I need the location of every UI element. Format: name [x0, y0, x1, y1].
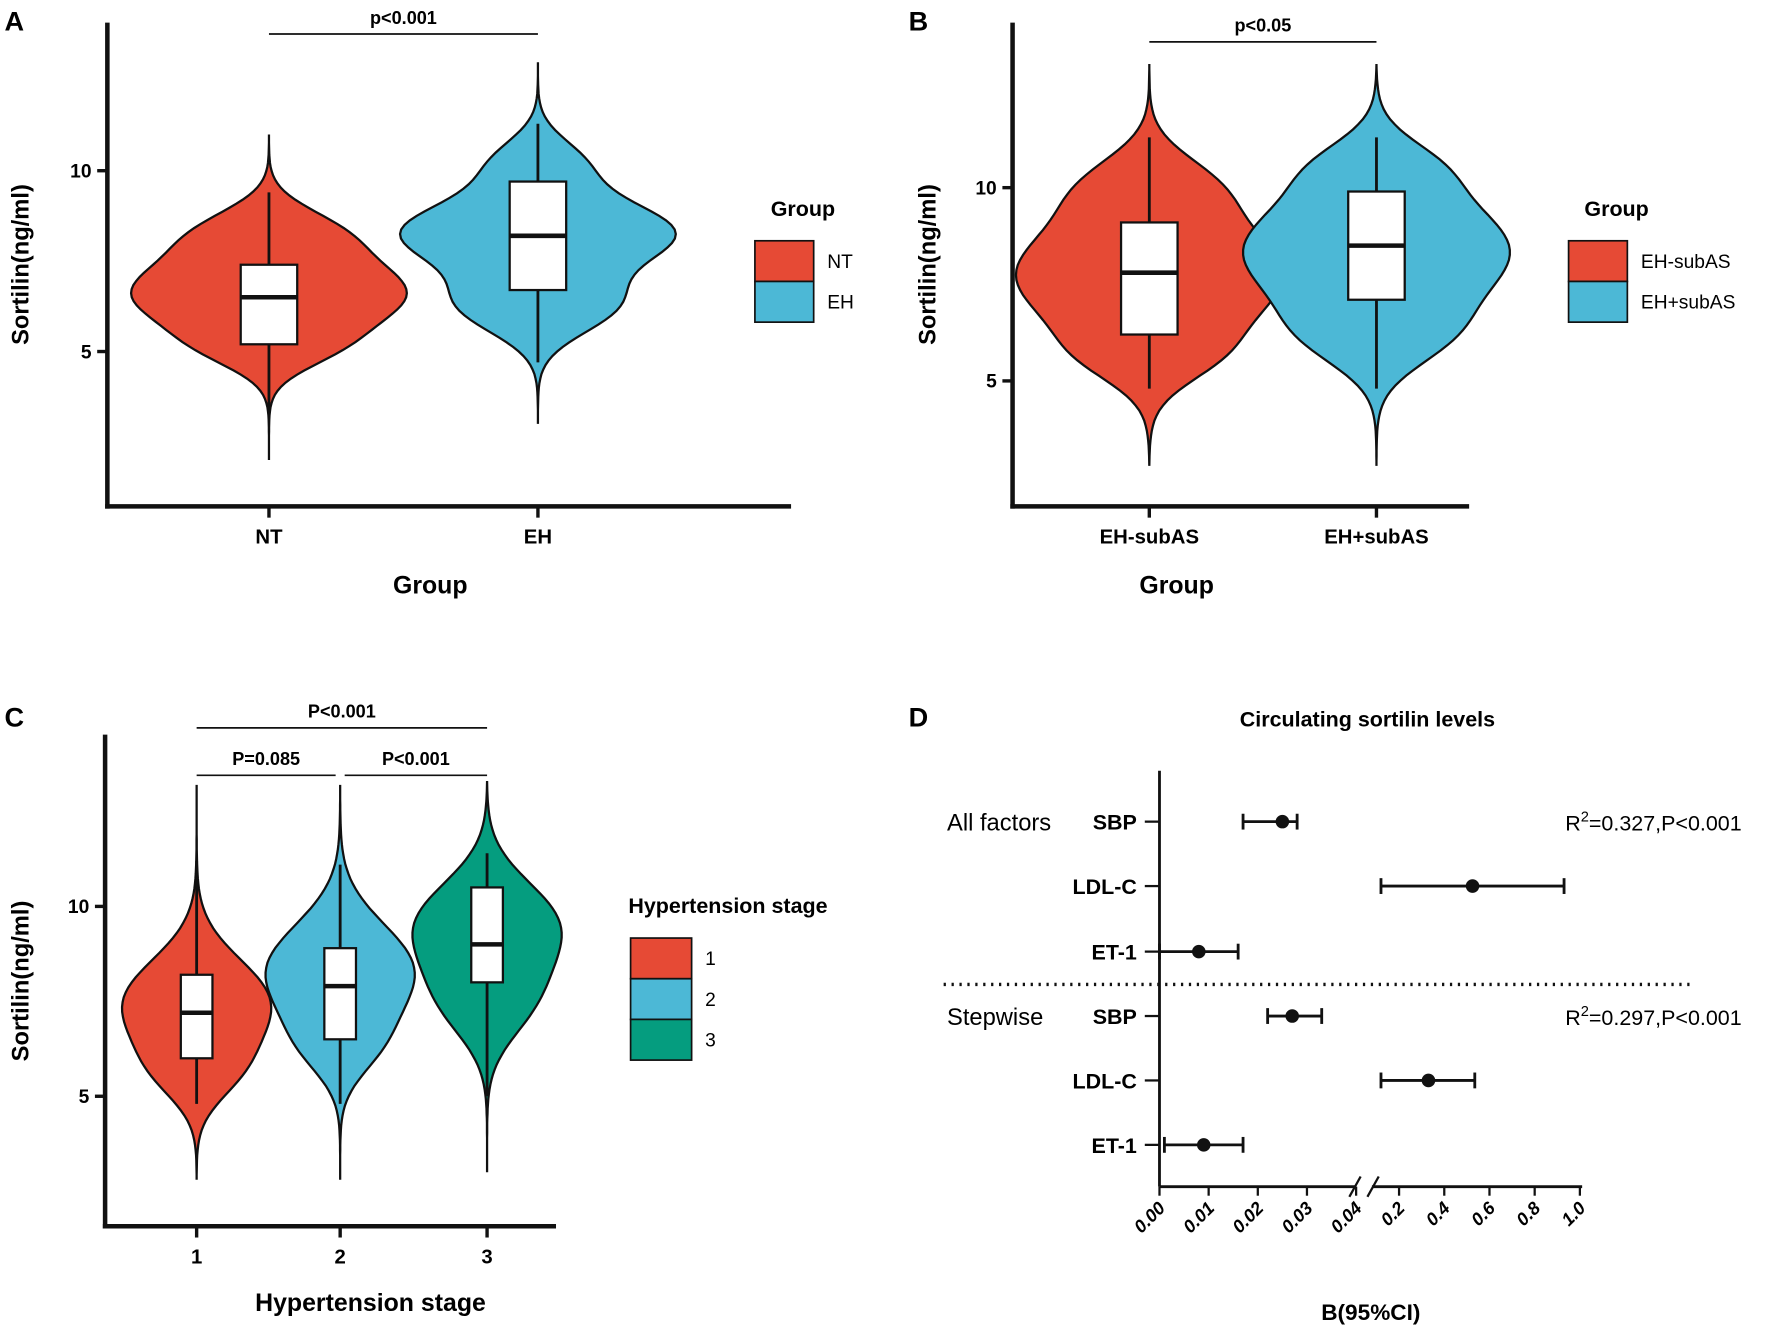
- x-tick-label: 0.4: [1422, 1198, 1454, 1230]
- r-squared-prefix: R: [1565, 812, 1581, 836]
- y-axis-title: Sortilin(ng/ml): [916, 184, 942, 345]
- estimate-point-LDL-C: [1465, 879, 1480, 893]
- panel-d-forest-plot: Circulating sortilin levels 0.00 0.01 0.02 0…: [943, 708, 1742, 1325]
- x-tick-label: 0.02: [1228, 1198, 1267, 1237]
- x-tick-label: 0.2: [1377, 1198, 1409, 1230]
- estimate-point-SBP: [1285, 1009, 1299, 1023]
- legend-label: 1: [705, 949, 716, 970]
- x-tick-label: 0.04: [1327, 1198, 1366, 1237]
- legend-swatch: [629, 1018, 693, 1061]
- legend-title: Group: [1584, 197, 1648, 221]
- estimate-point-LDL-C: [1421, 1073, 1436, 1088]
- p-value-label: p<0.001: [370, 8, 437, 28]
- row-label: SBP: [1093, 811, 1137, 835]
- legend-label: EH-subAS: [1641, 252, 1731, 273]
- box-1: [179, 973, 214, 1060]
- x-tick-label: 3: [481, 1247, 492, 1269]
- r-squared-label: R2=0.327,P<0.001: [1565, 810, 1742, 836]
- r-squared-prefix: R: [1565, 1006, 1581, 1030]
- box-EH-subAS: [1119, 221, 1179, 336]
- estimate-point-SBP: [1275, 814, 1290, 829]
- panel-label-d: D: [909, 702, 929, 733]
- panel-label-a: A: [5, 6, 25, 37]
- legend-title: Group: [771, 197, 835, 221]
- x-tick-label: 0.01: [1179, 1198, 1218, 1237]
- y-tick-label: 10: [68, 897, 89, 918]
- y-axis-title: Sortilin(ng/ml): [8, 901, 34, 1062]
- panel-b-violin-chart: EH-subAS EH+subAS 5 10 Group Sortilin(ng/ml) p…: [916, 16, 1736, 600]
- x-tick-label: 0.8: [1512, 1197, 1545, 1230]
- r-squared-label: R2=0.297,P<0.001: [1565, 1004, 1742, 1030]
- x-tick-label: EH: [524, 527, 552, 549]
- row-label: ET-1: [1092, 1134, 1137, 1158]
- p-value-label: p<0.05: [1234, 16, 1291, 36]
- x-axis-title: Group: [393, 571, 468, 599]
- legend-swatch: [1567, 280, 1629, 323]
- estimate-point-ET-1: [1192, 944, 1206, 959]
- estimate-point-ET-1: [1196, 1138, 1211, 1152]
- p-value-label: P=0.085: [232, 749, 300, 769]
- x-tick-label: 1.0: [1558, 1198, 1590, 1230]
- panel-c-violin-chart: 1 2 3 5 10 Hypertension stage Sortilin(ng/ml) P…: [8, 702, 827, 1317]
- r-squared-value: =0.297,P<0.001: [1589, 1006, 1742, 1030]
- y-tick-label: 10: [975, 178, 996, 199]
- legend-label: 3: [705, 1031, 716, 1052]
- box-3: [470, 886, 505, 984]
- p-value-label: P<0.001: [308, 702, 376, 722]
- y-tick-label: 5: [81, 342, 92, 363]
- x-tick-label: 1: [191, 1247, 202, 1269]
- legend-title: Hypertension stage: [628, 894, 827, 918]
- legend-swatch: [629, 937, 693, 980]
- chart-title: Circulating sortilin levels: [1240, 708, 1495, 732]
- x-tick-label: 0.00: [1130, 1198, 1169, 1237]
- y-tick-label: 5: [79, 1087, 90, 1108]
- box-NT: [239, 263, 299, 346]
- x-tick-label: EH+subAS: [1324, 527, 1429, 549]
- x-tick-label: 0.6: [1467, 1197, 1500, 1230]
- legend-swatch: [754, 239, 815, 283]
- x-axis-title: Hypertension stage: [255, 1289, 486, 1317]
- legend-swatch: [629, 977, 693, 1021]
- p-value-label: P<0.001: [382, 749, 450, 769]
- x-tick-label: EH-subAS: [1100, 527, 1199, 549]
- x-tick-label: 2: [335, 1247, 346, 1269]
- y-tick-label: 10: [70, 161, 91, 182]
- axis-break-mark: [1366, 1175, 1380, 1198]
- legend-swatch: [1567, 239, 1629, 283]
- y-axis-title: Sortilin(ng/ml): [8, 184, 34, 345]
- legend-swatch: [754, 280, 815, 323]
- row-label: ET-1: [1092, 941, 1137, 965]
- legend-label: EH: [827, 293, 854, 314]
- r-squared-superscript: 2: [1581, 1004, 1589, 1020]
- panel-a-violin-chart: NT EH 5 10 Group Sortilin(ng/ml) p<0.001 Group N…: [8, 8, 854, 600]
- row-label: LDL-C: [1072, 1069, 1136, 1093]
- x-axis-title: Group: [1139, 571, 1214, 599]
- r-squared-value: =0.327,P<0.001: [1589, 812, 1742, 836]
- r-squared-superscript: 2: [1581, 810, 1589, 826]
- legend-label: 2: [705, 990, 716, 1011]
- panel-label-c: C: [5, 702, 25, 733]
- x-tick-label: 0.03: [1278, 1198, 1317, 1237]
- row-label: LDL-C: [1072, 875, 1136, 899]
- panel-label-b: B: [909, 6, 929, 37]
- block-label: All factors: [947, 811, 1051, 837]
- box-2: [323, 947, 358, 1041]
- row-label: SBP: [1093, 1005, 1137, 1029]
- y-tick-label: 5: [986, 372, 997, 393]
- x-axis-title: B(95%CI): [1321, 1300, 1420, 1325]
- legend-label: NT: [827, 252, 853, 273]
- x-tick-label: NT: [255, 527, 283, 549]
- legend-label: EH+subAS: [1641, 293, 1735, 314]
- block-label: Stepwise: [947, 1005, 1043, 1031]
